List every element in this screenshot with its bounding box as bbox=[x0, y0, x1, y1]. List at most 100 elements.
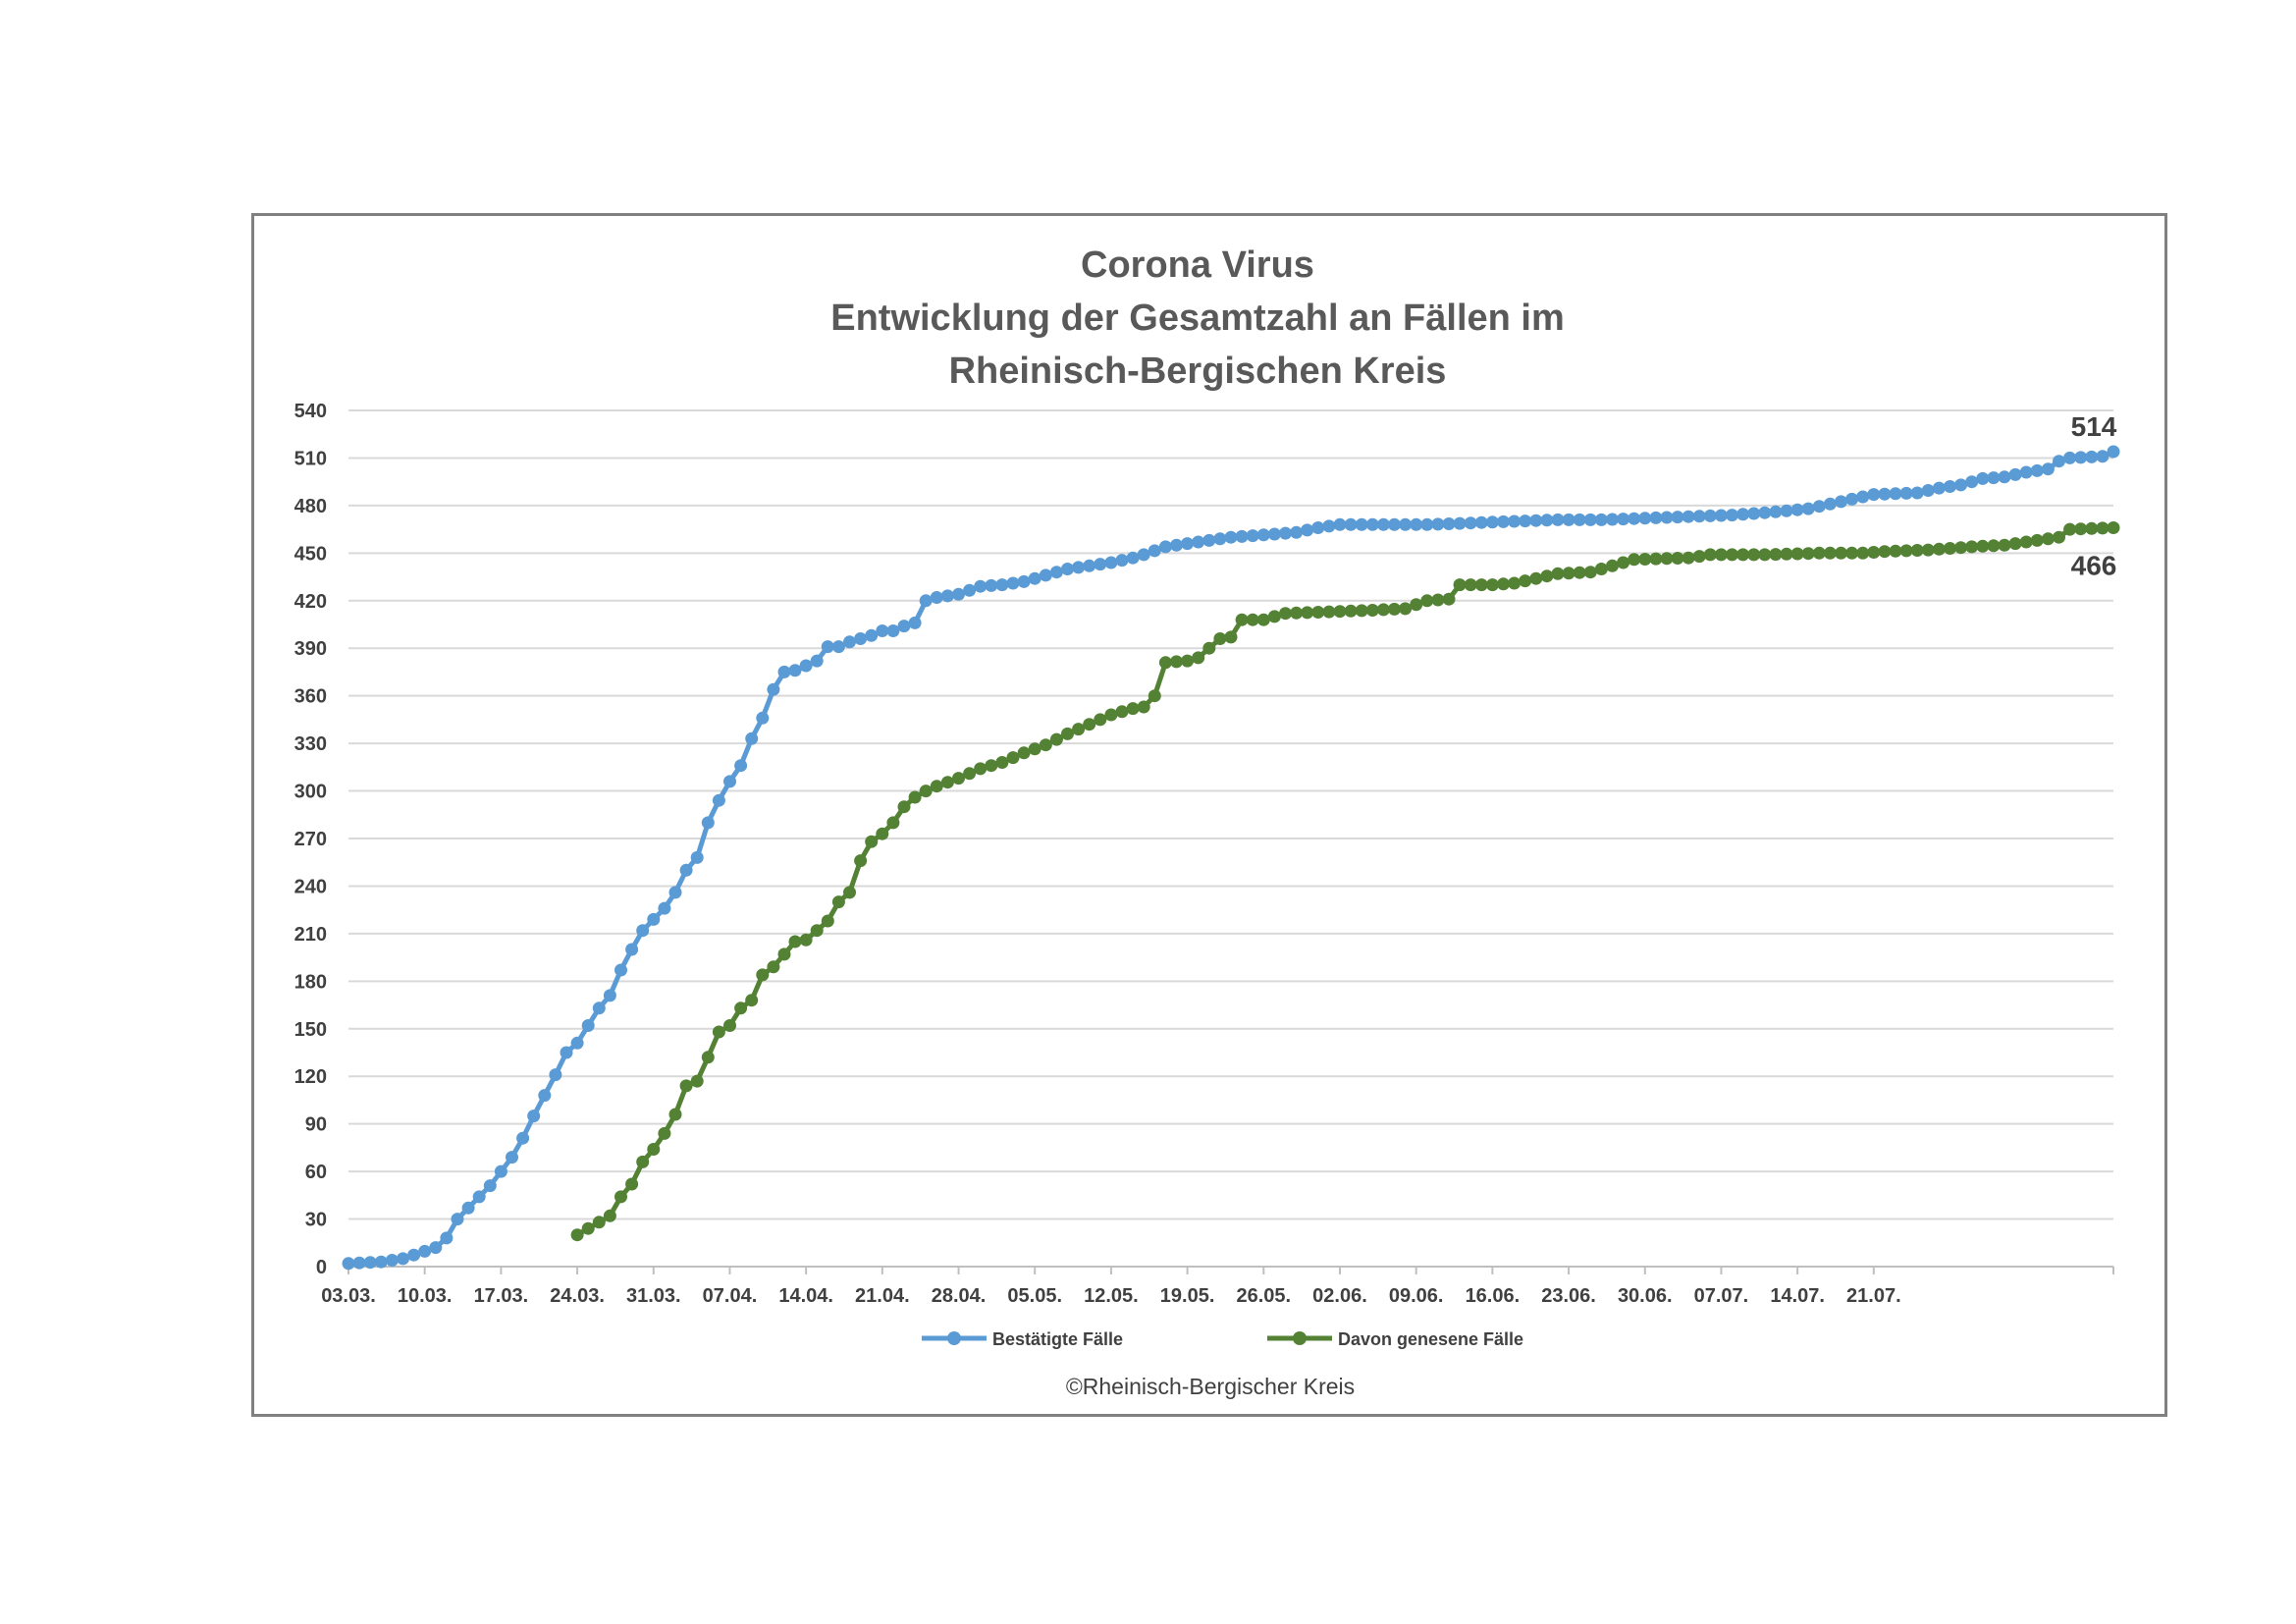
data-point-confirmed bbox=[1540, 514, 1554, 527]
data-point-confirmed bbox=[614, 963, 627, 977]
data-point-confirmed bbox=[385, 1254, 399, 1267]
gridlines bbox=[348, 409, 2113, 1268]
data-point-confirmed bbox=[1148, 544, 1161, 558]
data-point-confirmed bbox=[1703, 509, 1717, 522]
y-tick-label: 360 bbox=[294, 686, 327, 708]
data-point-recovered bbox=[1431, 593, 1445, 607]
data-point-confirmed bbox=[527, 1110, 541, 1123]
data-point-recovered bbox=[1311, 606, 1325, 619]
data-point-confirmed bbox=[1573, 513, 1586, 526]
data-point-confirmed bbox=[1878, 487, 1892, 501]
data-point-confirmed bbox=[712, 793, 725, 807]
data-point-recovered bbox=[1094, 713, 1107, 727]
data-point-confirmed bbox=[1410, 517, 1423, 531]
data-point-confirmed bbox=[2019, 465, 2033, 479]
data-point-confirmed bbox=[581, 1019, 595, 1032]
data-point-confirmed bbox=[930, 591, 943, 604]
data-point-recovered bbox=[974, 762, 988, 776]
data-point-confirmed bbox=[472, 1190, 486, 1204]
data-point-recovered bbox=[1322, 605, 1336, 619]
data-point-confirmed bbox=[342, 1257, 355, 1271]
data-point-confirmed bbox=[1104, 556, 1118, 569]
data-point-confirmed bbox=[1474, 515, 1488, 529]
data-point-confirmed bbox=[1649, 511, 1663, 524]
legend-marker-confirmed bbox=[947, 1331, 961, 1345]
data-point-confirmed bbox=[1583, 513, 1597, 526]
data-point-confirmed bbox=[592, 1001, 606, 1015]
data-point-recovered bbox=[1529, 571, 1543, 585]
data-point-confirmed bbox=[1235, 529, 1249, 543]
data-point-recovered bbox=[1267, 610, 1281, 623]
data-point-recovered bbox=[1736, 548, 1750, 562]
data-point-confirmed bbox=[1464, 516, 1477, 530]
data-point-recovered bbox=[1049, 732, 1063, 746]
data-point-recovered bbox=[647, 1143, 661, 1156]
data-point-confirmed bbox=[701, 816, 715, 830]
data-point-confirmed bbox=[2063, 451, 2077, 464]
data-point-confirmed bbox=[1965, 475, 1979, 489]
data-point-recovered bbox=[1998, 538, 2011, 552]
series-line-confirmed bbox=[347, 449, 2114, 1267]
data-point-recovered bbox=[723, 1019, 736, 1032]
chart-frame: Corona Virus Entwicklung der Gesamtzahl … bbox=[251, 213, 2167, 1417]
data-point-confirmed bbox=[461, 1201, 475, 1215]
data-point-confirmed bbox=[1420, 517, 1434, 531]
data-point-confirmed bbox=[1322, 519, 1336, 533]
data-point-confirmed bbox=[1126, 551, 1140, 565]
data-point-recovered bbox=[1835, 546, 1847, 560]
data-point-recovered bbox=[788, 935, 802, 948]
data-point-confirmed bbox=[974, 579, 988, 593]
data-point-recovered bbox=[2008, 537, 2022, 551]
data-point-confirmed bbox=[821, 640, 834, 654]
data-point-recovered bbox=[767, 960, 780, 974]
x-tick-label: 21.07. bbox=[1846, 1285, 1901, 1307]
data-point-confirmed bbox=[1562, 513, 1575, 526]
data-point-recovered bbox=[1104, 708, 1118, 722]
data-point-recovered bbox=[1235, 613, 1249, 626]
data-point-confirmed bbox=[1954, 478, 1968, 492]
copyright-credit: ©Rheinisch-Bergischer Kreis bbox=[1066, 1374, 1355, 1399]
data-point-confirmed bbox=[995, 578, 1009, 592]
y-tick-label: 210 bbox=[294, 924, 327, 946]
data-point-recovered bbox=[1464, 578, 1477, 592]
x-tick-label: 12.05. bbox=[1084, 1285, 1139, 1307]
data-point-confirmed bbox=[1758, 506, 1772, 519]
data-point-confirmed bbox=[1606, 513, 1619, 526]
x-tick-label: 09.06. bbox=[1389, 1285, 1444, 1307]
data-point-confirmed bbox=[1365, 517, 1379, 531]
data-point-recovered bbox=[734, 1001, 748, 1015]
data-point-confirmed bbox=[1899, 486, 1913, 500]
data-point-recovered bbox=[919, 785, 933, 798]
data-point-confirmed bbox=[1714, 509, 1728, 522]
data-point-confirmed bbox=[1158, 540, 1172, 554]
data-point-recovered bbox=[1028, 742, 1041, 756]
data-point-confirmed bbox=[1910, 486, 1924, 500]
data-point-recovered bbox=[777, 947, 791, 961]
data-point-recovered bbox=[1878, 545, 1892, 559]
y-tick-label: 240 bbox=[294, 876, 327, 897]
data-point-recovered bbox=[1224, 630, 1238, 644]
data-point-confirmed bbox=[1529, 514, 1543, 527]
data-point-confirmed bbox=[1671, 511, 1684, 524]
data-point-confirmed bbox=[767, 682, 780, 696]
data-point-recovered bbox=[1355, 604, 1368, 618]
data-point-recovered bbox=[1867, 546, 1881, 559]
x-tick-label: 02.06. bbox=[1312, 1285, 1367, 1307]
data-point-recovered bbox=[1170, 655, 1183, 669]
data-point-confirmed bbox=[1344, 517, 1358, 531]
x-tick-label: 14.07. bbox=[1770, 1285, 1825, 1307]
data-point-confirmed bbox=[494, 1164, 507, 1178]
data-point-recovered bbox=[1954, 541, 1968, 555]
data-point-recovered bbox=[1301, 606, 1314, 620]
data-point-confirmed bbox=[1519, 514, 1532, 528]
data-point-recovered bbox=[745, 994, 759, 1007]
data-point-recovered bbox=[1583, 566, 1597, 579]
data-point-recovered bbox=[1856, 546, 1870, 560]
data-point-recovered bbox=[1726, 548, 1738, 562]
x-tick-label: 30.06. bbox=[1618, 1285, 1673, 1307]
data-point-recovered bbox=[1474, 578, 1488, 592]
data-point-recovered bbox=[1213, 632, 1227, 645]
data-point-recovered bbox=[1246, 613, 1259, 626]
data-point-confirmed bbox=[1311, 521, 1325, 534]
data-point-recovered bbox=[1083, 718, 1096, 731]
